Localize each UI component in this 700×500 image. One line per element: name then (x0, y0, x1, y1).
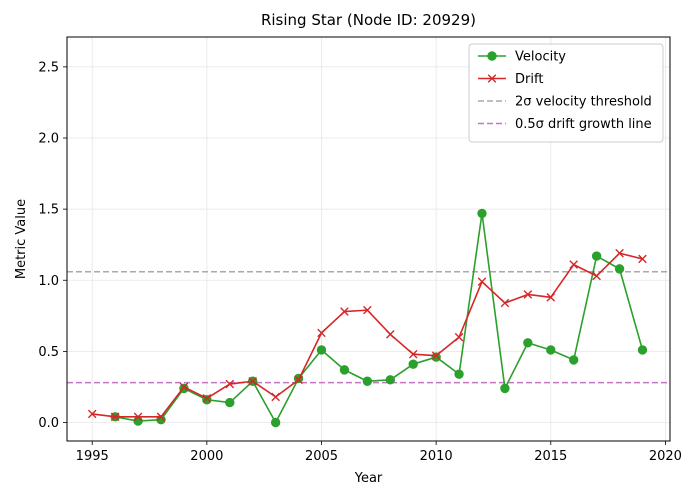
legend-marker (487, 74, 497, 83)
velocity-point (339, 365, 350, 375)
drift-point (133, 412, 143, 422)
velocity-point (408, 359, 418, 369)
drift-point (385, 330, 395, 339)
drift-point (110, 412, 120, 422)
velocity-point (225, 397, 235, 408)
y-tick-label: 0.0 (38, 416, 59, 431)
legend-label: 0.5σ drift growth line (515, 117, 652, 132)
y-axis-title: Metric Value (14, 199, 29, 279)
velocity-point (362, 376, 373, 386)
velocity-point (385, 375, 395, 385)
legend-label: Velocity (515, 50, 566, 65)
x-axis-title: Year (354, 471, 383, 486)
drift-point (202, 394, 212, 403)
drift-point (225, 379, 235, 389)
drift-point (546, 293, 556, 302)
legend: Velocity Drift 2σ velocity threshold 0.5σ d… (468, 43, 664, 143)
x-tick-label: 2000 (190, 449, 223, 464)
x-tick-label: 2005 (305, 449, 338, 464)
drift-point (248, 376, 258, 386)
velocity-point (454, 369, 464, 379)
drift-point (592, 271, 601, 281)
drift-point (615, 248, 624, 258)
chart-title: Rising Star (Node ID: 20929) (261, 11, 476, 29)
velocity-point (500, 383, 510, 394)
y-tick-label: 2.0 (38, 132, 59, 147)
drift-point (363, 305, 372, 315)
legend-marker (487, 51, 497, 61)
velocity-point (637, 345, 648, 355)
drift-series (87, 248, 647, 422)
drift-point (87, 409, 97, 419)
y-tick-label: 0.5 (38, 345, 59, 360)
velocity-point (270, 417, 281, 428)
velocity-point (133, 416, 143, 426)
x-tick-label: 2010 (420, 449, 453, 464)
legend-label: 2σ velocity threshold (515, 95, 652, 110)
x-tick-label: 1995 (76, 449, 109, 464)
legend-box (468, 43, 664, 143)
y-tick-label: 1.0 (38, 274, 59, 289)
velocity-point (477, 208, 487, 219)
drift-point (500, 298, 510, 308)
velocity-point (569, 355, 579, 365)
axis-ticks: 1995 2000 2005 2010 2015 2020 0.0 0.5 1.0 1.5 2.0 2… (38, 60, 682, 464)
drift-point (523, 290, 533, 299)
y-tick-label: 1.5 (38, 203, 59, 218)
velocity-point (546, 345, 556, 355)
drift-point (317, 328, 326, 338)
drift-point (431, 351, 441, 360)
drift-point (271, 392, 280, 402)
drift-point (340, 307, 349, 316)
drift-point (477, 277, 487, 286)
y-tick-label: 2.5 (38, 60, 59, 75)
drift-point (179, 382, 189, 392)
drift-point (454, 332, 464, 342)
velocity-point (523, 338, 533, 348)
velocity-point (316, 345, 327, 355)
x-tick-label: 2015 (534, 449, 567, 464)
legend-label: Drift (515, 72, 543, 87)
drift-point (638, 254, 647, 264)
drift-point (294, 375, 303, 385)
velocity-point (614, 264, 625, 274)
series-group (87, 208, 648, 428)
drift-point (156, 412, 166, 422)
plot-frame (66, 36, 671, 442)
drift-point (408, 349, 418, 359)
drift-point (569, 260, 578, 269)
x-tick-label: 2020 (649, 449, 682, 464)
velocity-point (591, 251, 602, 261)
